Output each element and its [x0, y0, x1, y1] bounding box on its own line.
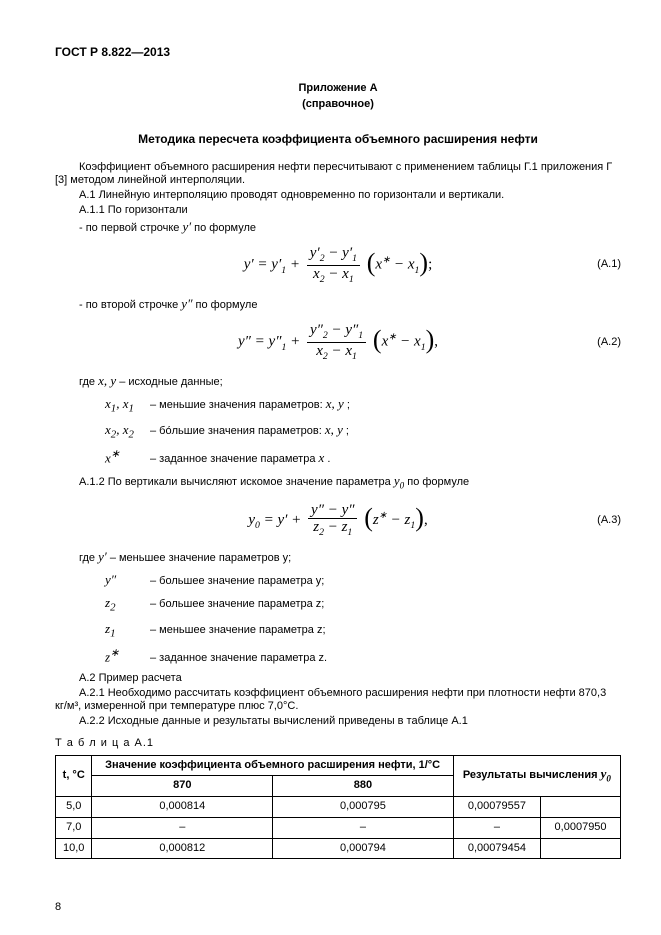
table-row: 10,0 0,000812 0,000794 0,00079454 [56, 838, 621, 859]
symbol-y0: y0 [394, 473, 404, 488]
table-row: 7,0 – – – 0,0007950 [56, 817, 621, 838]
where2-row-0-desc: – меньшее значение параметров y; [110, 552, 291, 564]
clause-a1-1: А.1.1 По горизонтали [55, 204, 621, 218]
where-row: z2 – большее значение параметра z; [105, 595, 621, 615]
col-t: t, °C [56, 755, 92, 797]
line-2-post: по формуле [196, 299, 258, 311]
where-intro-mid: – исходные данные; [119, 376, 222, 388]
clause-a2-1: А.2.1 Необходимо рассчитать коэффициент … [55, 687, 621, 715]
appendix-label: Приложение А [55, 82, 621, 96]
where-row: z∗ – заданное значение параметра z. [105, 647, 621, 666]
line-1: - по первой строчке y′ по формуле [55, 219, 621, 236]
table-a1: t, °C Значение коэффициента объемного ра… [55, 755, 621, 860]
line-2-pre: - по второй строчке [79, 299, 181, 311]
symbol-ydprime: y″ [181, 296, 192, 311]
section-title: Методика пересчета коэффициента объемног… [55, 132, 621, 147]
where2-intro-pre: где [79, 552, 98, 564]
formula-a3-label: (А.3) [597, 514, 621, 528]
formula-a1: y′ = y′1 + y′2 − y′1 x2 − x1 (x∗ − x1); … [55, 245, 621, 285]
where-intro: где x, y – исходные данные; [55, 373, 621, 390]
col-870: 870 [92, 776, 273, 797]
clause-a1: А.1 Линейную интерполяцию проводят однов… [55, 189, 621, 203]
formula-a2: y″ = y″1 + y″2 − y″1 x2 − x1 (x∗ − x1), … [55, 322, 621, 362]
table-caption: Т а б л и ц а А.1 [55, 737, 621, 751]
formula-a2-label: (А.2) [597, 336, 621, 350]
formula-a3: y0 = y′ + y″ − y″ z2 − z1 (z∗ − z1), (А.… [55, 502, 621, 539]
where-block-2: y″ – большее значение параметра y; z2 – … [105, 572, 621, 666]
col-group: Значение коэффициента объемного расширен… [92, 755, 453, 776]
intro-paragraph: Коэффициент объемного расширения нефти п… [55, 161, 621, 189]
document-header: ГОСТ Р 8.822—2013 [55, 45, 621, 60]
line-2: - по второй строчке y″ по формуле [55, 296, 621, 313]
clause-a1-2-post: по формуле [407, 476, 469, 488]
clause-a1-2: А.1.2 По вертикали вычисляют искомое зна… [55, 473, 621, 492]
page-number: 8 [55, 901, 61, 915]
where-row: y″ – большее значение параметра y; [105, 572, 621, 589]
clause-a1-2-pre: А.1.2 По вертикали вычисляют искомое зна… [79, 476, 394, 488]
appendix-subtitle: (справочное) [55, 98, 621, 112]
where-row: x∗ – заданное значение параметра x . [105, 448, 621, 467]
line-1-pre: - по первой строчке [79, 222, 182, 234]
symbol-xy: x, y [98, 373, 116, 388]
col-880: 880 [273, 776, 454, 797]
col-result: Результаты вычисления y0 [453, 755, 620, 797]
where-row: z1 – меньшее значение параметра z; [105, 621, 621, 641]
where-block-1: x1, x1 – меньшие значения параметров: x,… [105, 396, 621, 467]
clause-a2: А.2 Пример расчета [55, 672, 621, 686]
table-row: 5,0 0,000814 0,000795 0,00079557 [56, 797, 621, 818]
line-1-post: по формуле [194, 222, 256, 234]
symbol-yprime: y′ [182, 219, 191, 234]
where-row: x1, x1 – меньшие значения параметров: x,… [105, 396, 621, 416]
formula-a1-label: (А.1) [597, 259, 621, 273]
clause-a2-2: А.2.2 Исходные данные и результаты вычис… [55, 715, 621, 729]
where-intro-pre: где [79, 376, 98, 388]
symbol-yprime: y′ [98, 549, 107, 564]
where-row: x2, x2 – бо́льшие значения параметров: x… [105, 422, 621, 442]
where2-intro: где y′ – меньшее значение параметров y; [55, 549, 621, 566]
